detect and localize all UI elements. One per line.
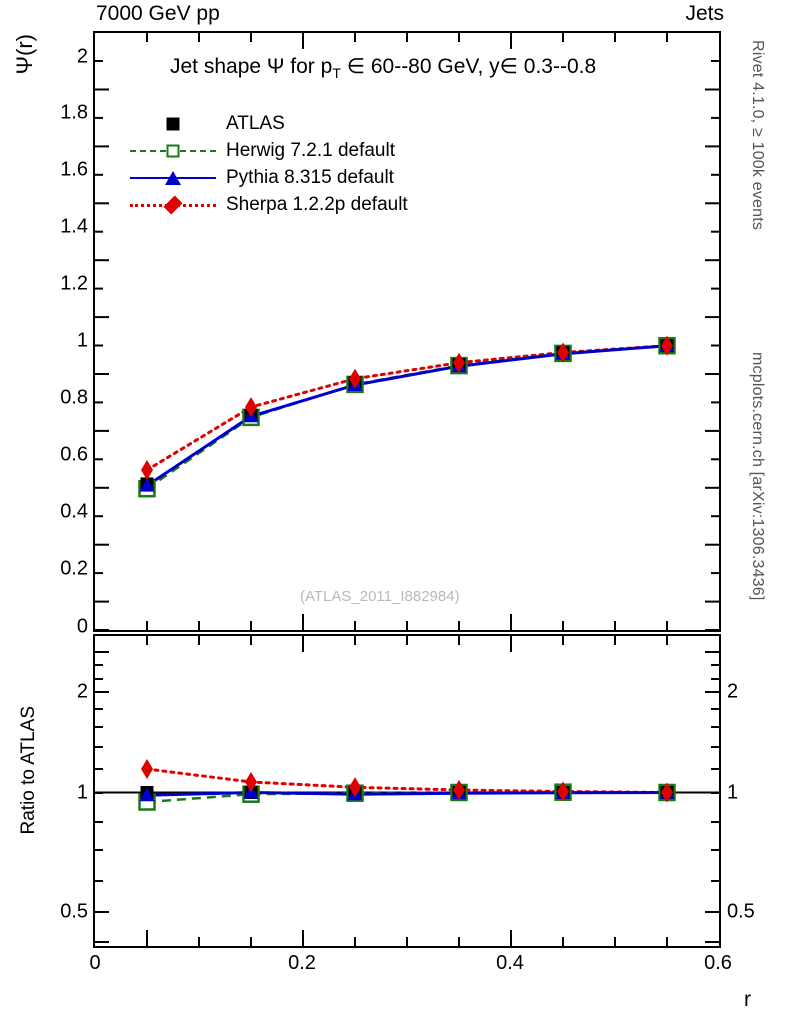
ratio-line-sherpa bbox=[145, 767, 669, 794]
y-tick-label: 0.6 bbox=[60, 443, 88, 466]
series-markers-atlas bbox=[140, 339, 674, 491]
x-tick-label: 0 bbox=[89, 952, 101, 974]
series-line-sherpa bbox=[145, 344, 669, 472]
y-tick-label: 0.4 bbox=[60, 500, 88, 523]
ratio-y-tick-labels-left: 2 1 0.5 bbox=[0, 634, 88, 948]
analysis-id-watermark: (ATLAS_2011_I882984) bbox=[300, 588, 460, 605]
legend-entry-sherpa[interactable]: Sherpa 1.2.2p default bbox=[130, 191, 408, 218]
legend-label-pythia: Pythia 8.315 default bbox=[226, 166, 394, 188]
plot-title-mid: for p bbox=[284, 55, 333, 78]
series-markers-herwig bbox=[138, 336, 676, 498]
ratio-y-tick-label: 1 bbox=[727, 781, 739, 803]
main-top-ticks bbox=[146, 33, 668, 49]
plot-title-psi: Ψ bbox=[266, 55, 285, 78]
legend: ATLAS Herwig 7.2.1 default Pythia 8.315 … bbox=[130, 110, 408, 218]
x-tick-label: 0.2 bbox=[288, 952, 316, 974]
ratio-y-tick-label: 2 bbox=[727, 680, 739, 703]
y-tick-label: 1.8 bbox=[60, 101, 88, 124]
legend-entry-herwig[interactable]: Herwig 7.2.1 default bbox=[130, 137, 408, 164]
y-tick-label: 0 bbox=[76, 615, 88, 638]
ratio-y-tick-labels-right: 2 1 0.5 bbox=[727, 634, 786, 948]
main-bottom-ticks bbox=[146, 614, 668, 630]
analysis-category-label: Jets bbox=[685, 2, 724, 25]
legend-label-atlas: ATLAS bbox=[226, 112, 285, 134]
legend-key-herwig bbox=[130, 140, 216, 162]
plot-title-pre: Jet shape bbox=[170, 55, 267, 78]
ratio-y-tick-label: 2 bbox=[76, 680, 88, 703]
ratio-markers-herwig bbox=[138, 783, 676, 811]
legend-label-herwig: Herwig 7.2.1 default bbox=[226, 139, 395, 161]
x-axis-label: r bbox=[744, 988, 751, 1011]
ratio-markers-sherpa bbox=[141, 759, 673, 803]
ratio-left-ticks bbox=[95, 651, 109, 943]
ratio-y-tick-label: 0.5 bbox=[727, 900, 755, 923]
main-left-ticks bbox=[95, 60, 109, 630]
mcplots-source-note: mcplots.cern.ch [arXiv:1306.3436] bbox=[749, 352, 766, 601]
legend-key-sherpa bbox=[130, 194, 216, 216]
ratio-plot-canvas bbox=[95, 636, 719, 946]
triangle-filled-icon bbox=[165, 170, 181, 185]
square-filled-icon bbox=[166, 117, 180, 130]
x-tick-label: 0.4 bbox=[496, 952, 524, 974]
ratio-y-tick-label: 1 bbox=[76, 781, 88, 803]
y-tick-label: 1.4 bbox=[60, 215, 88, 238]
square-open-icon bbox=[166, 144, 180, 157]
y-tick-label: 1.6 bbox=[60, 158, 88, 181]
y-tick-label: 0.2 bbox=[60, 557, 88, 580]
plot-title-post: ∈ 60--80 GeV, y∈ 0.3--0.8 bbox=[340, 55, 597, 78]
ratio-right-ticks bbox=[705, 651, 719, 943]
main-plot-panel bbox=[93, 31, 721, 632]
series-markers-pythia bbox=[139, 337, 675, 492]
rivet-version-note: Rivet 4.1.0, ≥ 100k events bbox=[749, 40, 766, 231]
x-tick-labels: 0 0.2 0.4 0.6 bbox=[0, 952, 786, 982]
series-line-herwig bbox=[146, 344, 668, 490]
plot-title: Jet shape Ψ for pT ∈ 60--80 GeV, y∈ 0.3-… bbox=[170, 54, 596, 81]
legend-key-pythia bbox=[130, 167, 216, 189]
series-markers-sherpa bbox=[141, 335, 673, 480]
main-y-tick-labels: 2 1.8 1.6 1.4 1.2 1 0.8 0.6 0.4 0.2 0 bbox=[0, 31, 88, 638]
ratio-line-pythia bbox=[146, 790, 668, 797]
series-line-pythia-real bbox=[146, 344, 668, 487]
ratio-y-tick-label: 0.5 bbox=[60, 900, 88, 923]
beam-energy-label: 7000 GeV pp bbox=[96, 2, 220, 25]
ratio-bottom-ticks bbox=[146, 930, 668, 946]
ratio-top-ticks bbox=[146, 636, 668, 652]
y-tick-label: 1.2 bbox=[60, 272, 88, 295]
main-right-ticks bbox=[705, 60, 719, 630]
legend-label-sherpa: Sherpa 1.2.2p default bbox=[226, 193, 408, 215]
ratio-plot-panel bbox=[93, 634, 721, 948]
y-tick-label: 2 bbox=[76, 45, 88, 67]
diamond-filled-icon bbox=[163, 194, 183, 215]
y-tick-label: 0.8 bbox=[60, 386, 88, 409]
plot-title-subscript: T bbox=[332, 65, 341, 82]
main-plot-canvas bbox=[95, 33, 719, 630]
x-tick-label: 0.6 bbox=[704, 952, 732, 974]
y-tick-label: 1 bbox=[76, 329, 88, 352]
legend-entry-atlas[interactable]: ATLAS bbox=[130, 110, 408, 137]
legend-key-atlas bbox=[130, 113, 216, 135]
legend-entry-pythia[interactable]: Pythia 8.315 default bbox=[130, 164, 408, 191]
